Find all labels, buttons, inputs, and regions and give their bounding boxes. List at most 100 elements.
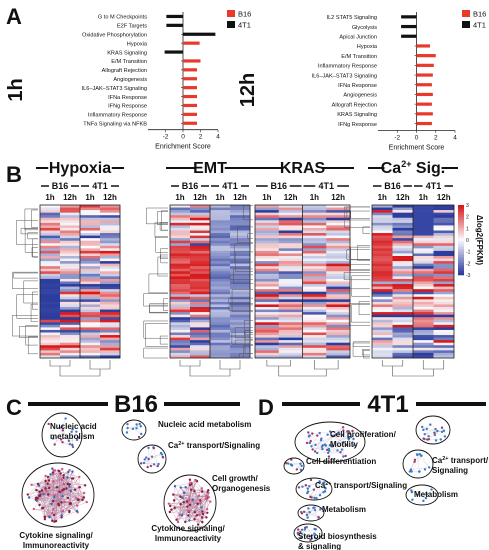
heatmap-cell bbox=[413, 238, 434, 241]
heatmap-cell bbox=[60, 296, 81, 300]
pathway-label: IFNa Response bbox=[108, 95, 147, 101]
heatmap-cell bbox=[255, 230, 280, 234]
heatmap-cell bbox=[392, 205, 414, 208]
heatmap-cell bbox=[60, 217, 81, 221]
network-node bbox=[75, 438, 79, 442]
heatmap-cell bbox=[170, 230, 191, 234]
heatmap-cell bbox=[302, 227, 327, 231]
row-dendrogram bbox=[228, 205, 253, 359]
network-node bbox=[331, 434, 334, 438]
heatmap-cell bbox=[326, 340, 351, 343]
heatmap-cell bbox=[40, 215, 61, 219]
heatmap-cell bbox=[210, 345, 231, 349]
heatmap-cell bbox=[255, 327, 280, 331]
network-node bbox=[420, 425, 424, 429]
heatmap-cell bbox=[210, 225, 231, 229]
heatmap-cell bbox=[392, 301, 414, 305]
network-node bbox=[161, 455, 165, 459]
column-label: 1h bbox=[45, 193, 54, 202]
network-node bbox=[73, 488, 77, 491]
heatmap-cell bbox=[40, 233, 61, 236]
heatmap-cell bbox=[40, 299, 61, 303]
heatmap-cell bbox=[392, 327, 414, 331]
cluster-label: Ca2+ transport/Signaling bbox=[168, 441, 260, 450]
network-edge bbox=[62, 426, 77, 432]
heatmap-cell bbox=[392, 220, 414, 224]
heatmap-cell bbox=[100, 307, 121, 310]
network-node bbox=[188, 482, 192, 485]
network-node bbox=[69, 489, 73, 493]
heatmap-cell bbox=[302, 307, 327, 310]
network-node bbox=[416, 493, 419, 497]
network-edge bbox=[38, 480, 46, 486]
network-node bbox=[306, 487, 310, 490]
heatmap-cell bbox=[40, 212, 61, 216]
heatmap-cell bbox=[60, 256, 81, 259]
network-node bbox=[47, 486, 51, 490]
cluster-label: Ca2+ transport/ bbox=[432, 456, 489, 465]
heatmap-cell bbox=[433, 332, 455, 336]
network-node bbox=[66, 476, 69, 479]
colorbar-tick: 2 bbox=[466, 215, 469, 221]
heatmap-cell bbox=[433, 322, 455, 326]
dendrogram-branch bbox=[143, 293, 168, 307]
network-edge bbox=[181, 490, 209, 516]
network-edge bbox=[136, 424, 142, 435]
heatmap-cell bbox=[302, 273, 327, 277]
network-node bbox=[309, 538, 312, 542]
network-node bbox=[173, 485, 177, 488]
heatmap-cell bbox=[433, 286, 455, 290]
heatmap-cell bbox=[190, 238, 211, 241]
network-node bbox=[184, 520, 187, 524]
dendrogram-branch bbox=[160, 248, 168, 260]
heatmap-cell bbox=[255, 345, 280, 349]
dendrogram-branch bbox=[349, 259, 370, 266]
heatmap-cell bbox=[230, 217, 251, 221]
heatmap-cell bbox=[326, 312, 351, 315]
heatmap-cell bbox=[230, 245, 251, 249]
cluster-label: Cell proliferation/ bbox=[330, 430, 397, 439]
heatmap-cell bbox=[433, 327, 455, 331]
network-node bbox=[71, 445, 75, 449]
heatmap-cell bbox=[326, 243, 351, 247]
legend-swatch bbox=[462, 21, 470, 28]
heatmap-cell bbox=[392, 238, 414, 241]
network-edge bbox=[307, 508, 309, 518]
colorbar-step bbox=[458, 265, 464, 268]
heatmap-cell bbox=[302, 350, 327, 354]
enrichment-bar bbox=[183, 59, 201, 63]
network-node bbox=[312, 488, 316, 491]
network-node bbox=[188, 503, 192, 507]
heatmap-cell bbox=[100, 335, 121, 338]
heatmap-cell bbox=[372, 235, 393, 239]
network-node bbox=[51, 467, 54, 470]
network-edge bbox=[148, 447, 154, 460]
heatmap-cell bbox=[170, 284, 191, 287]
network-node bbox=[198, 513, 201, 516]
dendrogram-branch bbox=[314, 360, 339, 370]
heatmap-cell bbox=[80, 309, 101, 313]
heatmap-cell bbox=[230, 347, 251, 351]
enrichment-bar bbox=[183, 86, 197, 90]
heatmap-cell bbox=[278, 317, 303, 321]
heatmap-cell bbox=[60, 314, 81, 318]
network-node bbox=[314, 537, 317, 540]
heatmap-cell bbox=[40, 266, 61, 270]
heatmap-cell bbox=[413, 327, 434, 331]
legend-swatch bbox=[227, 21, 235, 28]
pathway-label: Angiogenesis bbox=[343, 93, 377, 99]
heatmap-cell bbox=[190, 322, 211, 326]
network-edge bbox=[298, 534, 316, 539]
heatmap-cell bbox=[170, 266, 191, 270]
cluster-label: metabolism bbox=[50, 432, 94, 441]
dendrogram-branch bbox=[20, 227, 38, 235]
network-node bbox=[347, 438, 350, 441]
network-edge bbox=[417, 454, 420, 472]
heatmap-cell bbox=[170, 261, 191, 264]
heatmap-cell bbox=[392, 276, 414, 280]
heatmap-title: EMT bbox=[193, 160, 227, 177]
heatmap-cell bbox=[80, 207, 101, 211]
heatmap-cell bbox=[60, 273, 81, 277]
heatmap-cell bbox=[413, 312, 434, 315]
heatmap-cell bbox=[170, 263, 191, 267]
